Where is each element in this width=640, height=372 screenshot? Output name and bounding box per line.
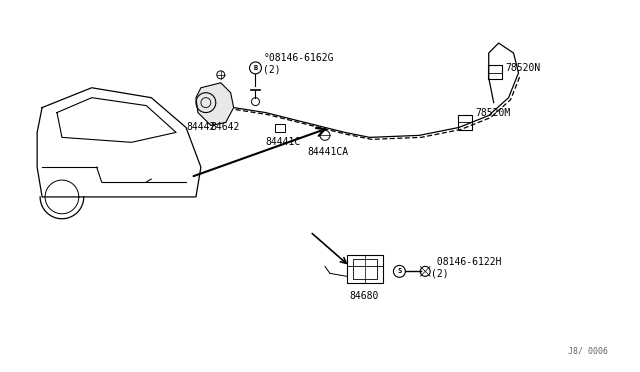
Text: 84441C: 84441C (266, 137, 301, 147)
Text: J8/ 0006: J8/ 0006 (568, 347, 608, 356)
Bar (458, 115, 472, 131)
Polygon shape (196, 83, 234, 125)
Bar (353, 259, 376, 279)
Bar (488, 65, 502, 79)
Text: 78520M: 78520M (476, 108, 511, 118)
Bar (347, 256, 383, 283)
Text: °08146-6162G
(2): °08146-6162G (2) (264, 53, 334, 75)
Text: S: S (397, 268, 401, 275)
Text: 84441CA: 84441CA (307, 147, 348, 157)
Text: 78520N: 78520N (506, 63, 541, 73)
Bar (275, 125, 285, 132)
Text: 84680: 84680 (350, 291, 379, 301)
Text: 84442: 84442 (186, 122, 216, 132)
Text: 08146-6122H
(2): 08146-6122H (2) (431, 257, 502, 278)
Text: B: B (253, 65, 258, 71)
Text: 84642: 84642 (211, 122, 240, 132)
